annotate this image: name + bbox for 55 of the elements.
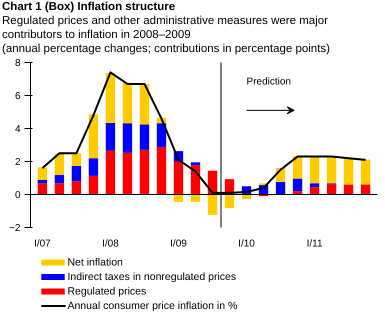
bar: [208, 194, 218, 215]
legend-label: Indirect taxes in nonregulated prices: [67, 271, 236, 283]
bar: [72, 153, 82, 166]
y-tick-label: 2: [14, 157, 21, 168]
bar: [88, 176, 98, 194]
y-tick-label: 8: [14, 58, 21, 69]
bar: [72, 181, 82, 194]
bar: [38, 167, 48, 180]
bar: [54, 154, 64, 176]
x-tick-label: I/10: [238, 238, 256, 250]
bar: [174, 162, 184, 194]
bar: [310, 157, 320, 184]
bar: [122, 82, 132, 124]
bar: [360, 184, 370, 194]
bar: [326, 157, 336, 184]
y-tick-label: −2: [9, 223, 21, 234]
bar: [156, 146, 166, 194]
bar: [38, 183, 48, 194]
bar: [344, 158, 354, 185]
bar: [310, 187, 320, 194]
bar: [190, 194, 200, 202]
bar: [360, 160, 370, 185]
bar: [326, 184, 336, 194]
bar: [38, 180, 48, 184]
bar: [276, 182, 286, 194]
bar: [224, 194, 234, 208]
y-tick-label: 6: [14, 91, 21, 102]
bar: [140, 124, 150, 150]
legend-label: Regulated prices: [67, 286, 146, 298]
legend-label: Annual consumer price inflation in %: [67, 300, 238, 312]
bar: [72, 166, 82, 182]
bar: [122, 123, 132, 153]
bar: [140, 150, 150, 194]
legend-label: Net inflation: [67, 256, 124, 268]
bar: [344, 184, 354, 194]
bar: [106, 123, 116, 151]
bar: [122, 152, 132, 194]
bar: [174, 194, 184, 202]
bar: [156, 123, 166, 147]
bar: [106, 150, 116, 194]
chart-subtitle: Regulated prices and other administrative measures were major contributors to inflation in 2008–2009 (annual percentage changes; contributions in percentage points): [2, 14, 331, 56]
bar: [140, 84, 150, 125]
bar: [88, 114, 98, 158]
x-tick-label: I/09: [170, 238, 188, 250]
x-tick-label: I/11: [306, 238, 323, 250]
bar: [54, 183, 64, 194]
bar: [88, 158, 98, 176]
annotation: Prediction: [246, 76, 291, 88]
chart-title: Chart 1 (Box) Inflation structure: [2, 0, 176, 14]
x-tick-label: I/07: [34, 238, 52, 250]
bar: [292, 178, 302, 192]
bar: [54, 175, 64, 184]
x-tick-label: I/08: [102, 238, 120, 250]
y-tick-label: 0: [14, 190, 21, 201]
y-tick-label: 4: [14, 124, 21, 135]
